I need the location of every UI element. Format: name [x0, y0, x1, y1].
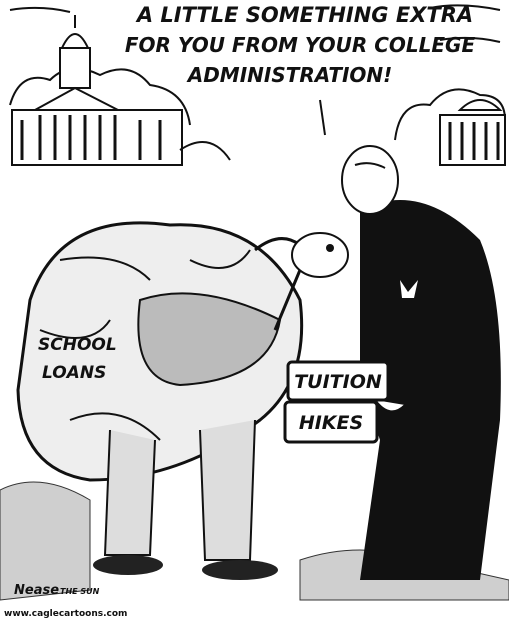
- caption-line: A LITTLE SOMETHING EXTRA: [135, 3, 473, 27]
- bag-label: SCHOOL: [38, 335, 117, 355]
- caption-line: FOR YOU FROM YOUR COLLEGE: [125, 33, 476, 57]
- caption-line: ADMINISTRATION!: [186, 63, 393, 87]
- book-label: TUITION: [294, 371, 382, 393]
- cartoon: A LITTLE SOMETHING EXTRA FOR YOU FROM YO…: [0, 0, 509, 622]
- signature-artist: Nease: [14, 583, 59, 598]
- book-label: HIKES: [299, 412, 363, 434]
- signature-paper: THE SUN: [60, 587, 100, 596]
- credit: www.caglecartoons.com: [4, 609, 127, 619]
- bag-label: LOANS: [42, 363, 106, 383]
